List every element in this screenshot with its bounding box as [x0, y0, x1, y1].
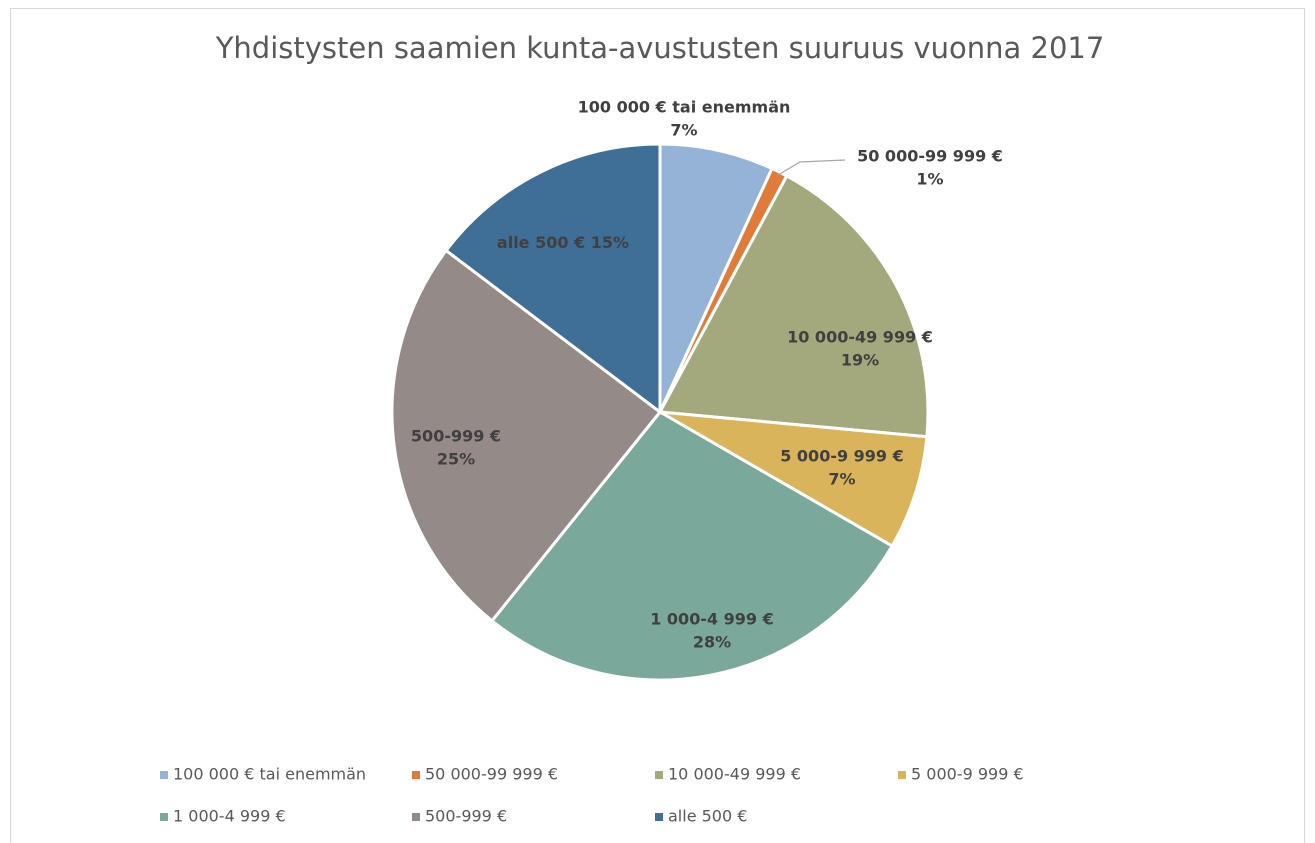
legend-marker [898, 771, 906, 779]
chart-title: Yhdistysten saamien kunta-avustusten suu… [215, 31, 1105, 65]
data-label-name: 1 000-4 999 € [650, 610, 774, 629]
data-label-name: 10 000-49 999 € [787, 328, 933, 347]
legend-label: 50 000-99 999 € [425, 765, 558, 784]
legend-label: 1 000-4 999 € [173, 807, 286, 826]
legend-label: 500-999 € [425, 807, 507, 826]
data-label-value: 7% [670, 121, 697, 140]
legend-marker [160, 771, 168, 779]
legend-label: 100 000 € tai enemmän [173, 765, 366, 784]
legend-label: 10 000-49 999 € [668, 765, 801, 784]
pie-slice [659, 410, 929, 549]
legend-marker [160, 813, 168, 821]
data-label-name: 100 000 € tai enemmän [578, 98, 791, 117]
data-label: alle 500 € 15% [497, 233, 629, 252]
data-label-value: 28% [693, 633, 731, 652]
pie-slice [489, 410, 895, 682]
data-label-name: 500-999 € [411, 427, 501, 446]
data-label-name: alle 500 € [497, 233, 585, 252]
leader-line [777, 159, 846, 176]
legend-label: alle 500 € [668, 807, 747, 826]
data-label-value: 7% [828, 470, 855, 489]
data-label-name: 5 000-9 999 € [780, 447, 904, 466]
pie-slice [444, 142, 662, 416]
legend-marker [412, 813, 420, 821]
data-label-value: 19% [841, 351, 879, 370]
pie-slice [658, 142, 775, 413]
legend-marker [655, 771, 663, 779]
data-label-value: 25% [437, 450, 475, 469]
pie-slice [390, 248, 663, 623]
legend-marker [412, 771, 420, 779]
data-label-value: 1% [916, 170, 943, 189]
legend-marker [655, 813, 663, 821]
data-label-value: 15% [591, 233, 629, 252]
data-label-name: 50 000-99 999 € [857, 147, 1003, 166]
legend-label: 5 000-9 999 € [911, 765, 1024, 784]
pie-slice [657, 173, 930, 439]
